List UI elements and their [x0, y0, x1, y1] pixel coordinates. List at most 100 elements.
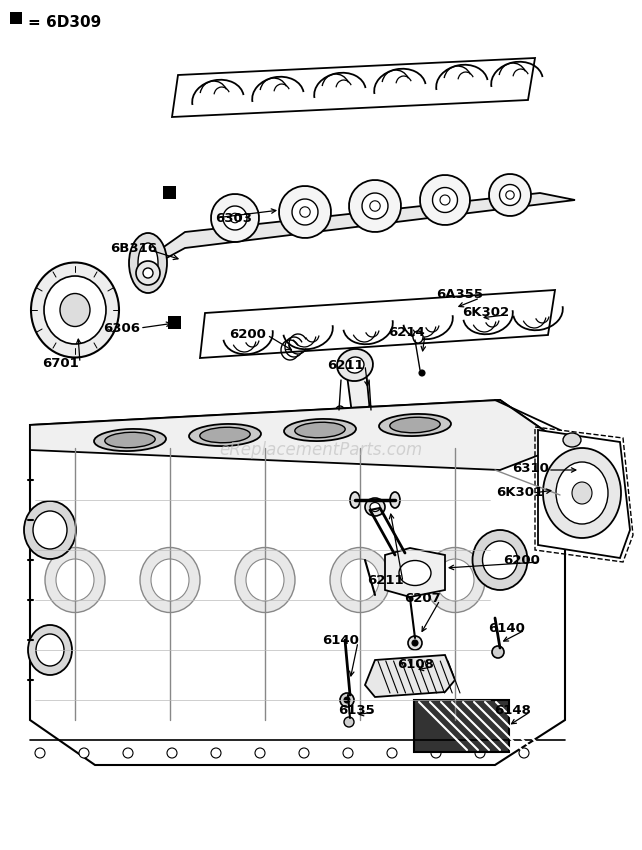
Ellipse shape: [366, 406, 374, 414]
Polygon shape: [365, 655, 455, 697]
Ellipse shape: [519, 748, 529, 758]
Ellipse shape: [200, 428, 250, 443]
Text: = 6D309: = 6D309: [28, 14, 101, 30]
Ellipse shape: [36, 634, 64, 666]
Text: 6K302: 6K302: [462, 307, 509, 320]
Text: 6701: 6701: [42, 356, 79, 370]
Ellipse shape: [436, 559, 474, 601]
Bar: [163, 186, 176, 199]
Text: 6211: 6211: [327, 359, 363, 371]
Ellipse shape: [387, 748, 397, 758]
Ellipse shape: [346, 357, 364, 373]
Ellipse shape: [344, 717, 354, 727]
Polygon shape: [200, 290, 555, 358]
Ellipse shape: [390, 492, 400, 508]
Ellipse shape: [28, 625, 72, 675]
Ellipse shape: [230, 213, 240, 223]
Ellipse shape: [60, 293, 90, 326]
Ellipse shape: [365, 498, 385, 516]
Ellipse shape: [420, 175, 470, 225]
Ellipse shape: [235, 547, 295, 613]
Ellipse shape: [129, 233, 167, 293]
Ellipse shape: [489, 174, 531, 216]
Ellipse shape: [492, 646, 504, 658]
Ellipse shape: [483, 541, 517, 579]
Ellipse shape: [336, 406, 344, 414]
Ellipse shape: [399, 560, 431, 586]
Polygon shape: [538, 430, 630, 558]
Text: 6140: 6140: [322, 633, 359, 647]
Ellipse shape: [56, 559, 94, 601]
Bar: [10, 12, 22, 24]
Text: 6108: 6108: [397, 659, 434, 672]
Bar: [414, 700, 509, 752]
Text: 6303: 6303: [215, 212, 252, 224]
Ellipse shape: [390, 417, 440, 433]
Ellipse shape: [499, 184, 521, 206]
Ellipse shape: [79, 748, 89, 758]
Ellipse shape: [189, 424, 261, 446]
Ellipse shape: [151, 559, 189, 601]
Text: 6200: 6200: [229, 328, 266, 342]
Polygon shape: [345, 360, 376, 475]
Text: 6148: 6148: [494, 704, 531, 717]
Ellipse shape: [473, 530, 528, 590]
Ellipse shape: [24, 501, 76, 559]
Polygon shape: [385, 548, 445, 597]
Ellipse shape: [33, 511, 67, 549]
Ellipse shape: [211, 194, 259, 242]
Text: 6K301: 6K301: [496, 485, 543, 498]
Ellipse shape: [362, 193, 388, 219]
Ellipse shape: [138, 243, 158, 283]
Text: 6306: 6306: [103, 321, 140, 335]
Polygon shape: [30, 400, 565, 765]
Bar: [168, 316, 181, 329]
Ellipse shape: [292, 199, 318, 225]
Ellipse shape: [343, 748, 353, 758]
Ellipse shape: [572, 482, 592, 504]
Text: 6211: 6211: [367, 574, 404, 586]
Ellipse shape: [279, 186, 331, 238]
Ellipse shape: [363, 470, 373, 480]
Text: 6140: 6140: [488, 621, 525, 634]
Ellipse shape: [105, 433, 155, 448]
Ellipse shape: [349, 180, 401, 232]
Text: 6200: 6200: [503, 553, 540, 566]
Text: eReplacementParts.com: eReplacementParts.com: [220, 441, 422, 459]
Ellipse shape: [412, 640, 418, 646]
Ellipse shape: [370, 502, 380, 512]
Text: 6B316: 6B316: [110, 241, 157, 254]
Ellipse shape: [284, 419, 356, 441]
Polygon shape: [30, 400, 565, 470]
Ellipse shape: [246, 559, 284, 601]
Ellipse shape: [337, 349, 373, 381]
Ellipse shape: [506, 190, 514, 199]
Ellipse shape: [300, 207, 310, 218]
Ellipse shape: [136, 261, 160, 285]
Ellipse shape: [370, 201, 380, 211]
Ellipse shape: [94, 429, 166, 451]
Ellipse shape: [140, 547, 200, 613]
Ellipse shape: [340, 693, 354, 707]
Ellipse shape: [556, 462, 608, 524]
Ellipse shape: [44, 276, 106, 344]
Ellipse shape: [419, 370, 425, 376]
Ellipse shape: [295, 422, 345, 438]
Ellipse shape: [341, 559, 379, 601]
Ellipse shape: [431, 748, 441, 758]
Ellipse shape: [413, 331, 423, 343]
Ellipse shape: [211, 748, 221, 758]
Ellipse shape: [433, 188, 458, 212]
Ellipse shape: [543, 448, 621, 538]
Ellipse shape: [425, 547, 485, 613]
Ellipse shape: [379, 414, 451, 436]
Ellipse shape: [357, 465, 379, 485]
Text: 6207: 6207: [404, 592, 441, 604]
Ellipse shape: [344, 697, 350, 703]
Polygon shape: [172, 58, 535, 117]
Ellipse shape: [330, 547, 390, 613]
Bar: [414, 700, 509, 752]
Ellipse shape: [350, 492, 360, 508]
Text: 6214: 6214: [388, 326, 425, 339]
Ellipse shape: [123, 748, 133, 758]
